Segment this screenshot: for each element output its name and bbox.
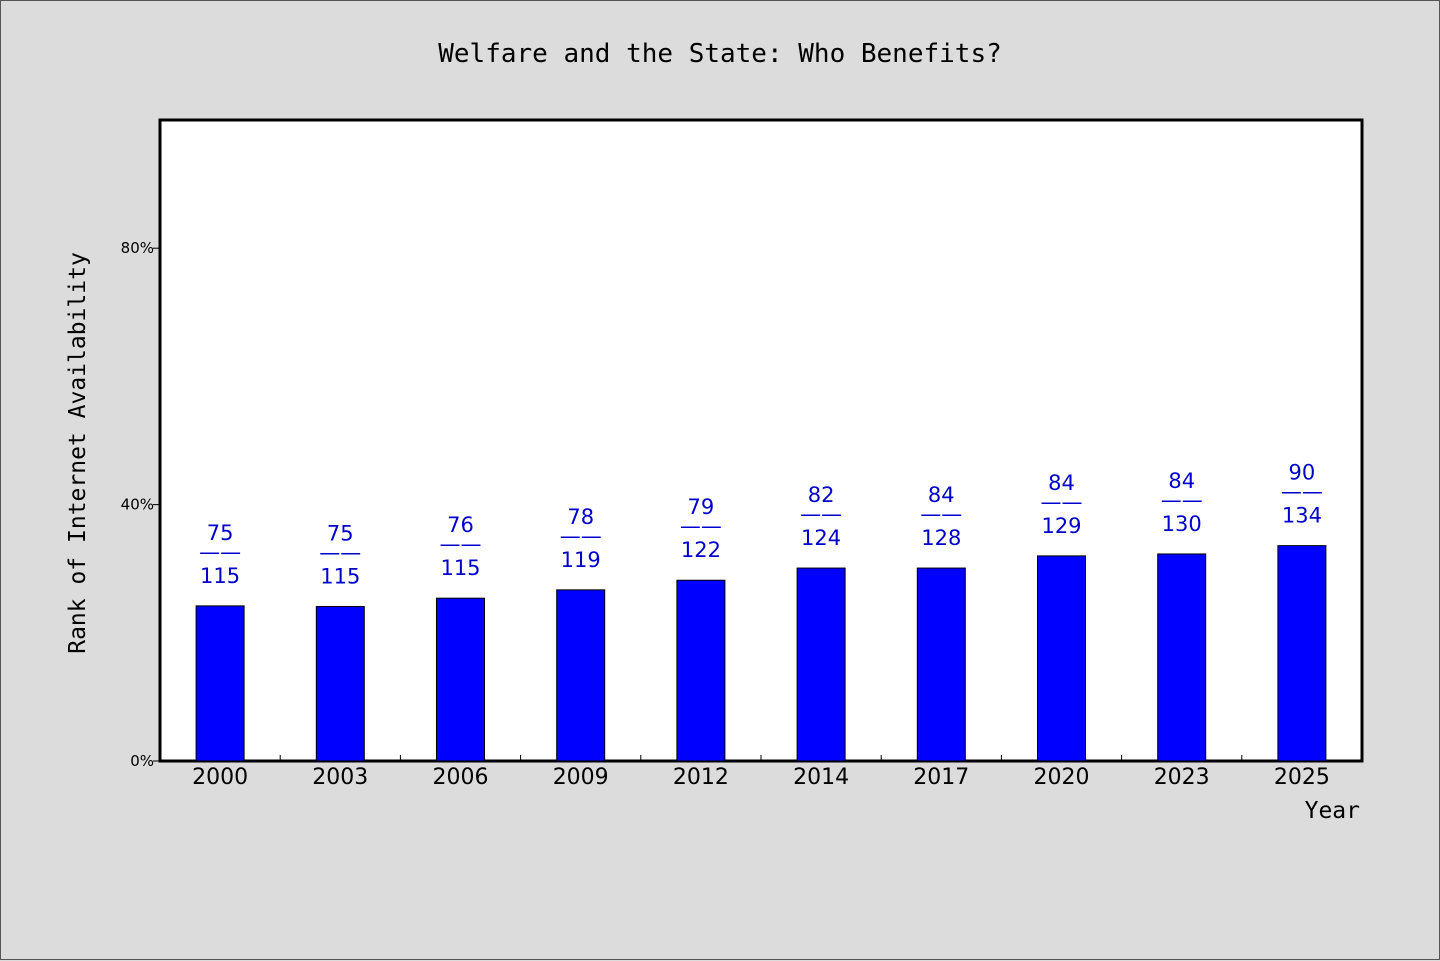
- x-tick-label: 2006: [433, 765, 489, 790]
- x-tick-label: 2003: [312, 765, 368, 790]
- bar: [796, 567, 846, 762]
- data-label-top: 82: [808, 483, 835, 507]
- data-label-bottom: 128: [921, 526, 961, 550]
- bar: [195, 605, 245, 762]
- bar: [1157, 553, 1207, 762]
- x-tick-label: 2025: [1274, 765, 1330, 790]
- bar: [1277, 545, 1327, 762]
- y-tick-label: 40%: [121, 496, 154, 514]
- data-labels: 75——11575——11576——11578——11979——12282——1…: [199, 461, 1323, 589]
- bars: [195, 545, 1327, 762]
- data-label-top: 76: [447, 513, 474, 537]
- y-tick-label: 80%: [121, 239, 154, 257]
- x-tick-label: 2023: [1154, 765, 1210, 790]
- x-tick-label: 2017: [913, 765, 969, 790]
- bar: [315, 606, 365, 762]
- data-label-bottom: 124: [801, 526, 841, 550]
- data-label-bottom: 115: [320, 565, 360, 589]
- data-label-bottom: 115: [440, 556, 480, 580]
- bar: [556, 589, 606, 762]
- data-label-separator: ——: [1161, 488, 1203, 512]
- data-label-top: 90: [1289, 461, 1316, 485]
- data-label-top: 84: [1048, 471, 1075, 495]
- data-label-bottom: 134: [1282, 504, 1322, 528]
- y-axis-label: Rank of Internet Availability: [65, 252, 91, 654]
- data-label-bottom: 119: [561, 548, 601, 572]
- data-label-separator: ——: [1281, 480, 1323, 504]
- x-tick-label: 2020: [1034, 765, 1090, 790]
- data-label-bottom: 122: [681, 538, 721, 562]
- data-label-bottom: 129: [1041, 514, 1081, 538]
- data-label-separator: ——: [800, 502, 842, 526]
- bar: [916, 567, 966, 762]
- data-label-top: 84: [928, 483, 955, 507]
- x-tick-label: 2009: [553, 765, 609, 790]
- y-tick-label: 0%: [130, 752, 154, 770]
- x-axis-label: Year: [1305, 798, 1360, 824]
- data-label-top: 79: [688, 495, 715, 519]
- data-label-separator: ——: [319, 541, 361, 565]
- data-label-bottom: 130: [1162, 512, 1202, 536]
- bar: [436, 597, 485, 762]
- data-label-top: 84: [1168, 469, 1195, 493]
- data-label-top: 78: [567, 505, 594, 529]
- bar: [1037, 555, 1086, 762]
- data-label-separator: ——: [920, 502, 962, 526]
- x-tick-label: 2000: [192, 765, 248, 790]
- data-label-separator: ——: [440, 532, 482, 556]
- data-label-separator: ——: [1041, 490, 1083, 514]
- data-label-bottom: 115: [200, 564, 240, 588]
- data-label-separator: ——: [199, 540, 241, 564]
- x-tick-label: 2014: [793, 765, 849, 790]
- x-tick-label: 2012: [673, 765, 729, 790]
- bar: [676, 579, 726, 762]
- data-label-separator: ——: [560, 524, 602, 548]
- data-label-top: 75: [207, 521, 234, 545]
- data-label-separator: ——: [680, 514, 722, 538]
- chart-title: Welfare and the State: Who Benefits?: [438, 39, 1002, 69]
- data-label-top: 75: [327, 522, 354, 546]
- axis-ticks: 0% 40% 80% 2000 2003 2006 2009 2012 2014 2017 2020…: [121, 239, 1330, 790]
